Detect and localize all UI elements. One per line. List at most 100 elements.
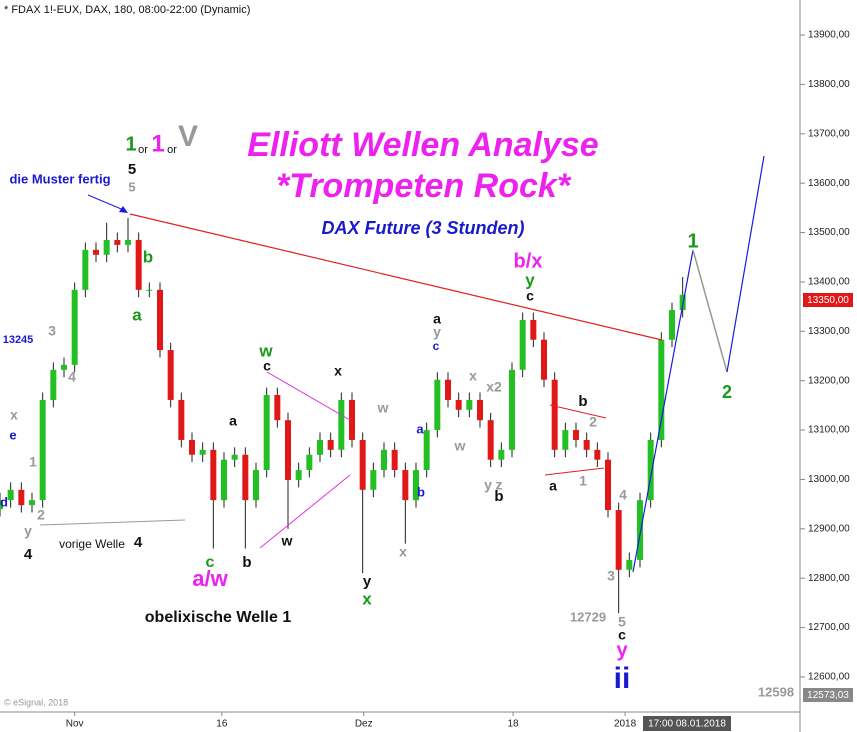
y-tick-label: 13900,00 <box>808 30 850 41</box>
candle-body <box>626 559 633 570</box>
annotation: 1 <box>125 133 136 155</box>
candle-body <box>146 289 153 291</box>
annotation: 5 <box>618 614 626 630</box>
annotation: obelixische Welle 1 <box>145 609 292 626</box>
annotation: 5 <box>128 179 135 194</box>
annotation: a <box>549 478 557 494</box>
annotation: a <box>132 305 142 324</box>
candle-body <box>18 489 25 506</box>
x-tick-label: Dez <box>355 719 373 730</box>
candle-body <box>487 420 494 460</box>
candle-body <box>498 449 505 460</box>
annotation: x <box>10 407 18 423</box>
annotation: 2 <box>722 382 732 402</box>
candle-body <box>327 439 334 450</box>
annotation: y <box>363 573 372 590</box>
candle-body <box>274 395 281 421</box>
candle-body <box>605 459 611 511</box>
candle-body <box>455 399 462 410</box>
candle-body <box>477 399 483 421</box>
annotation: w <box>258 341 273 360</box>
support-line <box>39 519 186 526</box>
candle-body <box>39 399 46 501</box>
annotation: c <box>618 627 626 643</box>
candle-body <box>562 430 569 450</box>
candle-body <box>295 470 302 480</box>
annotation: 1 <box>151 130 164 157</box>
annotation: b <box>494 488 503 505</box>
candle-body <box>189 439 195 455</box>
candle-body <box>445 379 451 400</box>
date-box <box>643 716 731 731</box>
candle-body <box>370 470 377 490</box>
projection-line <box>726 155 765 373</box>
annotation: a <box>433 311 441 327</box>
candle-body <box>669 310 675 340</box>
candle-body <box>413 470 419 501</box>
annotation: w <box>377 400 389 416</box>
candle-body <box>135 239 142 290</box>
annotation: c <box>206 554 215 571</box>
arrow <box>87 194 127 212</box>
candle-body <box>103 239 110 255</box>
candle-body <box>93 249 99 255</box>
trend-line <box>129 213 663 341</box>
annotation: 5 <box>128 161 136 178</box>
annotation: y <box>24 523 32 539</box>
x-tick-label: 2018 <box>614 719 637 730</box>
candle-body <box>82 249 89 290</box>
candle-body <box>509 369 515 450</box>
annotation: b <box>242 554 251 571</box>
annotation: x <box>399 544 407 560</box>
annotation: x <box>469 368 477 384</box>
annotation: a/w <box>192 566 228 591</box>
annotation: 4 <box>24 546 33 563</box>
y-tick-label: 13400,00 <box>808 277 850 288</box>
candle-body <box>199 449 206 455</box>
annotation: 1 <box>579 473 587 489</box>
candle-body <box>125 239 131 245</box>
annotation: y <box>616 639 628 661</box>
x-tick-label: Nov <box>66 719 84 730</box>
annotation: a <box>229 413 237 429</box>
annotation: 3 <box>48 323 56 339</box>
candle-body <box>573 430 579 440</box>
annotation: 12598 <box>758 684 794 699</box>
annotation: 2 <box>37 507 45 523</box>
candle-body <box>658 339 665 440</box>
candle-body <box>359 439 366 490</box>
candle-body <box>50 369 57 400</box>
candle-body <box>541 339 547 380</box>
candle-body <box>423 430 430 471</box>
candle-body <box>231 454 238 460</box>
y-tick-label: 12900,00 <box>808 523 850 534</box>
triangle-line <box>544 467 605 476</box>
annotation: d <box>0 494 8 509</box>
last-price-label: 13350,00 <box>807 295 849 306</box>
candle-body <box>29 500 35 506</box>
annotation: 12729 <box>570 609 606 624</box>
candle-body <box>167 350 174 400</box>
y-tick-label: 12600,00 <box>808 672 850 683</box>
candle-body <box>306 454 313 471</box>
candle-body <box>434 379 441 431</box>
projection-line <box>632 249 694 573</box>
candles <box>0 217 686 614</box>
annotation: or <box>138 144 148 156</box>
candle-body <box>210 449 217 501</box>
candle-body <box>7 489 14 501</box>
y-tick-label: 12700,00 <box>808 622 850 633</box>
annotation: b <box>417 484 425 499</box>
candle-body <box>647 439 654 501</box>
y-tick-label: 13800,00 <box>808 79 850 90</box>
annotation: z <box>496 477 503 493</box>
candle-body <box>61 364 67 370</box>
triangle-line <box>259 474 351 549</box>
annotation: c <box>526 288 534 304</box>
candle-body <box>381 449 387 471</box>
annotation: ii <box>614 662 631 695</box>
candle-body <box>615 510 622 570</box>
annotation: b <box>578 393 587 410</box>
annotation: V <box>178 120 198 153</box>
